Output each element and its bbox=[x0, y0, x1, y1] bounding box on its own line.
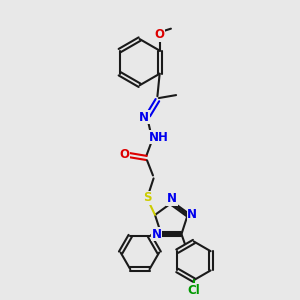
Text: Cl: Cl bbox=[188, 284, 200, 297]
Text: O: O bbox=[119, 148, 129, 161]
Text: S: S bbox=[143, 191, 152, 204]
Text: NH: NH bbox=[149, 131, 169, 144]
Text: O: O bbox=[155, 28, 165, 41]
Text: N: N bbox=[187, 208, 197, 221]
Text: N: N bbox=[152, 228, 162, 241]
Text: N: N bbox=[167, 192, 177, 206]
Text: N: N bbox=[139, 110, 149, 124]
